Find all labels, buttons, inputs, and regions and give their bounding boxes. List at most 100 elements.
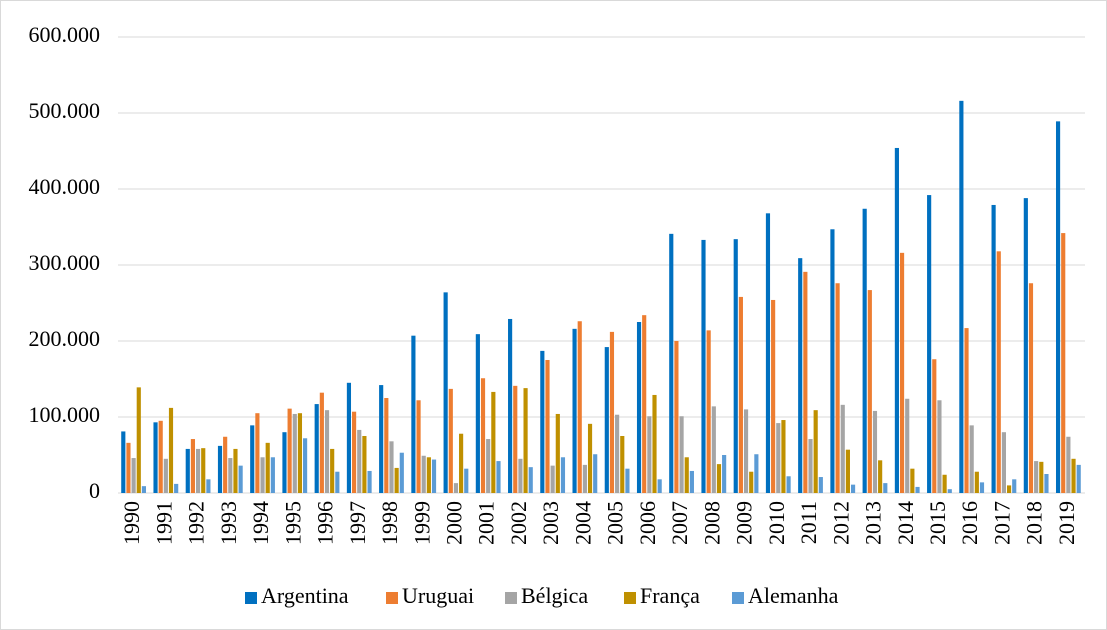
x-tick-label: 2001	[474, 501, 499, 545]
bar	[411, 335, 416, 493]
bar	[684, 457, 689, 493]
legend-label: Argentina	[261, 583, 349, 608]
bar	[620, 436, 625, 493]
bar	[771, 299, 776, 493]
bar	[416, 400, 421, 493]
x-tick-label: 2009	[732, 501, 757, 545]
x-tick-label: 1993	[216, 501, 241, 545]
bar	[314, 404, 319, 493]
bar	[1071, 458, 1076, 493]
bar	[1028, 283, 1034, 493]
x-tick-label: 1996	[313, 501, 338, 545]
bar	[136, 387, 141, 493]
legend-label: Uruguai	[402, 583, 474, 608]
bar	[282, 432, 287, 493]
y-tick-label: 300.000	[29, 250, 101, 275]
bar	[121, 431, 126, 493]
bar	[545, 360, 550, 493]
bar	[604, 347, 609, 493]
bar	[733, 239, 738, 493]
bar	[131, 458, 136, 493]
bar	[421, 455, 426, 493]
bar	[265, 442, 270, 493]
bar	[357, 429, 362, 493]
bar	[593, 454, 598, 493]
x-tick-label: 2016	[957, 501, 982, 545]
legend-swatch	[732, 592, 744, 604]
bar	[367, 470, 372, 493]
bar	[974, 471, 979, 493]
bar	[840, 404, 845, 493]
bar	[647, 416, 652, 493]
bar	[867, 290, 872, 493]
x-tick-label: 2010	[764, 501, 789, 545]
bar	[706, 330, 711, 493]
x-tick-label: 2005	[603, 501, 628, 545]
bar	[126, 442, 131, 493]
bar	[480, 378, 486, 493]
bar	[508, 318, 513, 493]
bar	[625, 468, 630, 493]
x-tick-label: 2002	[506, 501, 531, 545]
bar	[185, 448, 190, 493]
legend-label: França	[640, 583, 700, 608]
bar	[899, 252, 905, 493]
bar	[453, 483, 459, 493]
bar	[776, 423, 781, 493]
bar	[808, 439, 813, 493]
x-tick-label: 1990	[119, 501, 144, 545]
bar	[555, 413, 560, 493]
bar	[979, 482, 985, 493]
bar	[959, 100, 964, 493]
bar	[835, 283, 840, 493]
bar	[689, 470, 694, 493]
bar	[518, 458, 523, 493]
bar	[287, 408, 292, 493]
x-tick-label: 2015	[925, 501, 950, 545]
bar	[830, 229, 835, 493]
bar	[615, 414, 620, 493]
bar	[513, 385, 518, 493]
bar	[813, 410, 818, 493]
bar	[255, 413, 260, 493]
bar	[190, 439, 196, 493]
bar	[582, 464, 587, 493]
bar	[1023, 198, 1028, 493]
bar	[1001, 432, 1006, 493]
y-tick-label: 600.000	[29, 22, 101, 47]
bar	[153, 422, 158, 493]
x-tick-label: 1994	[248, 501, 273, 545]
y-tick-label: 400.000	[29, 174, 101, 199]
bar	[379, 385, 384, 493]
bar	[346, 382, 352, 493]
bar	[431, 459, 437, 493]
bar	[528, 467, 533, 493]
bar	[937, 400, 942, 493]
x-tick-label: 2011	[796, 501, 821, 544]
bar	[303, 438, 308, 493]
bar	[260, 457, 265, 493]
bar	[572, 328, 577, 493]
bar	[803, 271, 808, 493]
bar	[636, 322, 642, 493]
bar	[947, 489, 952, 493]
x-tick-label: 2004	[570, 501, 595, 545]
bar	[223, 436, 228, 493]
bar	[722, 455, 727, 493]
bar	[878, 460, 883, 493]
x-tick-label: 2006	[635, 501, 660, 545]
x-tick-label: 2007	[667, 501, 692, 545]
bar	[850, 484, 856, 493]
bar	[905, 398, 910, 493]
bar	[550, 465, 555, 493]
bar	[872, 410, 878, 493]
bar	[749, 471, 754, 493]
bar	[324, 410, 330, 493]
legend-label: Alemanha	[748, 583, 839, 608]
bar	[1076, 464, 1081, 493]
bar	[426, 457, 431, 493]
bar	[448, 388, 453, 493]
bar	[786, 476, 791, 493]
bar	[927, 195, 932, 493]
